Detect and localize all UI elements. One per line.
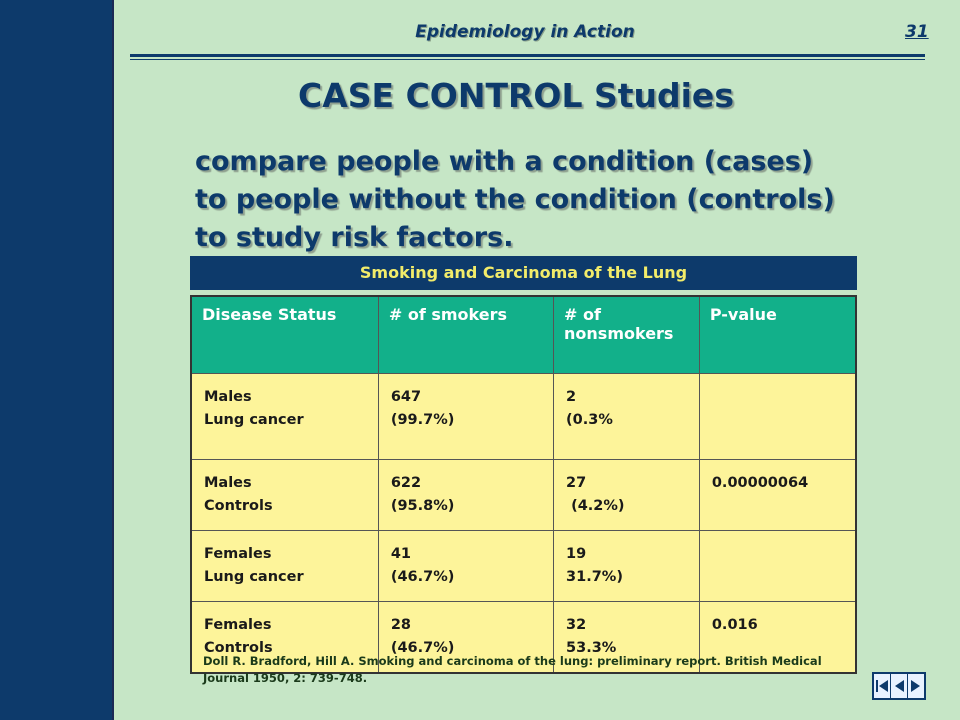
previous-slide-button[interactable]	[891, 674, 908, 698]
subtitle: compare people with a condition (cases) …	[195, 143, 915, 257]
table-caption: Smoking and Carcinoma of the Lung	[190, 256, 857, 290]
cell-line: (99.7%)	[390, 412, 455, 428]
table-cell: Males Controls	[190, 459, 379, 531]
table-cell	[698, 530, 857, 602]
cell-line: 31.7%)	[566, 569, 623, 585]
table-cell: Males Lung cancer	[190, 373, 379, 460]
table-row: Males Lung cancer 647 (99.7%) 2 (0.3%	[190, 373, 857, 460]
table-row: Males Controls 622 (95.8%) 27 (4.2%) 0.000…	[190, 459, 857, 531]
header-divider	[130, 54, 925, 60]
table-cell: Females Controls	[190, 601, 379, 674]
subtitle-line: to study risk factors.	[195, 222, 514, 253]
cell-line: (0.3%	[566, 412, 613, 428]
header-line: nonsmokers	[564, 324, 674, 343]
cell-line: 32	[566, 617, 587, 633]
cell-line: Females	[204, 617, 272, 633]
subtitle-line: to people without the condition (control…	[195, 184, 835, 215]
cell-line: (46.7%)	[390, 640, 455, 656]
first-slide-button[interactable]	[874, 674, 891, 698]
table-header-row: Disease Status # of smokers # of nonsmok…	[190, 295, 857, 374]
next-slide-button[interactable]	[908, 674, 924, 698]
cell-line: Controls	[204, 498, 273, 514]
table-cell: 0.00000064	[698, 459, 857, 531]
header-nonsmokers: # of nonsmokers	[553, 295, 700, 374]
slide-navigation	[872, 672, 926, 700]
sidebar-band	[0, 0, 114, 720]
header-title: Epidemiology in Action	[415, 22, 635, 42]
cell-line: 27	[566, 475, 587, 491]
header-line: Status	[277, 305, 337, 324]
cell-line: Lung cancer	[204, 412, 304, 428]
cell-line: (4.2%)	[566, 498, 625, 514]
header-line: # of smokers	[388, 305, 508, 324]
table-cell	[698, 373, 857, 460]
first-slide-icon	[876, 680, 888, 692]
cell-line: 41	[390, 546, 412, 562]
table-cell: 27 (4.2%)	[553, 459, 700, 531]
table-cell: 647 (99.7%)	[377, 373, 555, 460]
cell-line: Females	[204, 546, 272, 562]
cell-line: Males	[204, 389, 252, 405]
table-cell: 28 (46.7%)	[377, 601, 555, 674]
reference-citation: Doll R. Bradford, Hill A. Smoking and ca…	[203, 654, 822, 685]
cell-line: 2	[566, 389, 577, 405]
table-cell: 32 53.3%	[553, 601, 700, 674]
cell-line: 0.00000064	[711, 475, 809, 491]
header-smokers: # of smokers	[377, 295, 555, 374]
cell-line: 53.3%	[566, 640, 617, 656]
cell-line: Lung cancer	[204, 569, 304, 585]
table-cell: 41 (46.7%)	[377, 530, 555, 602]
cell-line: Males	[204, 475, 252, 491]
next-slide-icon	[911, 680, 920, 692]
cell-line: 622	[390, 475, 422, 491]
cell-line: (46.7%)	[390, 569, 455, 585]
header-disease-status: Disease Status	[190, 295, 379, 374]
table-cell: Females Lung cancer	[190, 530, 379, 602]
cell-line: 0.016	[711, 617, 758, 633]
table-cell: 2 (0.3%	[553, 373, 700, 460]
subtitle-line: compare people with a condition (cases)	[195, 146, 814, 177]
header-p-value: P-value	[698, 295, 857, 374]
table-row: Females Controls 28 (46.7%) 32 53.3% 0.016	[190, 601, 857, 674]
header-line: P-value	[709, 305, 777, 324]
slide-number: 31	[905, 22, 929, 42]
cell-line: Controls	[204, 640, 273, 656]
cell-line: 19	[566, 546, 587, 562]
header-line: # of	[564, 305, 601, 324]
table-cell: 19 31.7%)	[553, 530, 700, 602]
cell-line: 28	[390, 617, 412, 633]
table-cell: 0.016	[698, 601, 857, 674]
cell-line: 647	[390, 389, 422, 405]
data-table: Disease Status # of smokers # of nonsmok…	[190, 295, 857, 674]
table-row: Females Lung cancer 41 (46.7%) 19 31.7%)	[190, 530, 857, 602]
header-line: Disease	[202, 305, 273, 324]
cell-line: (95.8%)	[390, 498, 455, 514]
previous-slide-icon	[895, 680, 904, 692]
table-cell: 622 (95.8%)	[377, 459, 555, 531]
page-title: CASE CONTROL Studies	[298, 76, 734, 115]
